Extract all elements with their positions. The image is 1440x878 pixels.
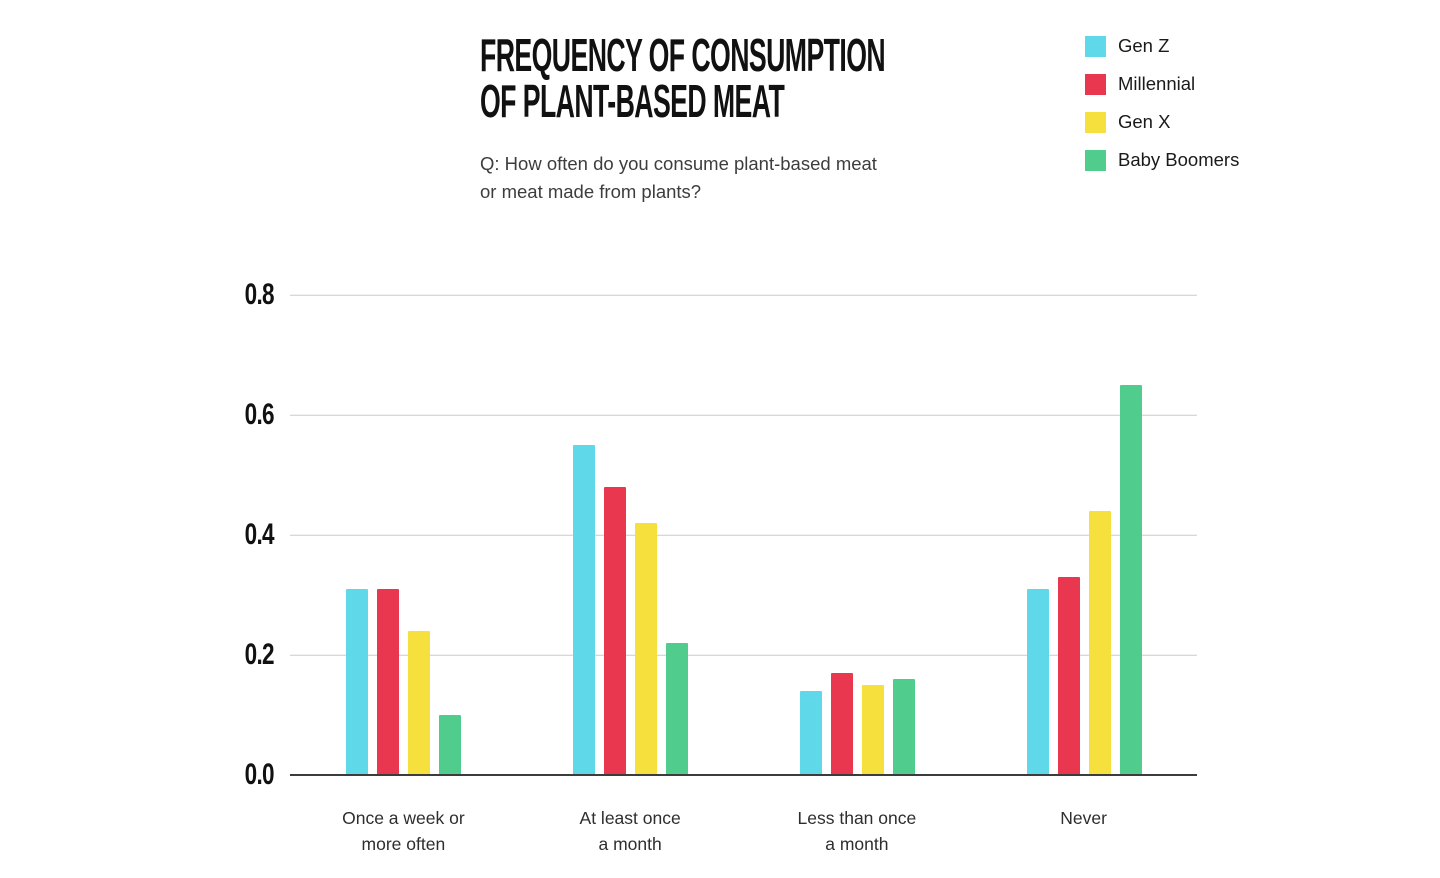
legend-label: Baby Boomers [1118,149,1240,170]
bar-gen-x [861,685,884,775]
x-category-label-line: more often [361,834,446,854]
bar-group-at-least-once-a-month [573,295,689,775]
x-category-label-never: Never [974,805,1194,831]
bar-group-less-than-once-a-month [799,295,915,775]
legend-label: Millennial [1118,73,1196,94]
legend-item-millennial: Millennial [1085,73,1239,95]
chart-subtitle-line1: Q: How often do you consume plant-based … [480,153,877,174]
legend-swatch-gen-z [1085,35,1106,57]
x-category-label-line: At least once [579,808,681,828]
y-tick-label-0.4: 0.4 [244,518,275,551]
x-category-label-at-least-once-a-month: At least once a month [520,805,740,857]
chart-title: FREQUENCY OF CONSUMPTION OF PLANT-BASED … [480,32,1178,124]
legend-swatch-gen-x [1085,111,1106,133]
x-category-label-less-than-once-a-month: Less than once a month [747,805,967,857]
legend-item-gen-x: Gen X [1085,111,1239,133]
chart-title-line2: OF PLANT-BASED MEAT [480,75,785,127]
x-category-label-line: a month [825,834,889,854]
chart-subtitle: Q: How often do you consume plant-based … [480,150,877,206]
bar-millennial [830,673,853,775]
x-axis-line [290,774,1197,776]
bar-millennial [604,487,627,775]
bar-millennial [377,589,400,775]
bar-gen-z [799,691,822,775]
bar-gen-x [408,631,431,775]
bar-group-once-a-week-or-more-often [346,295,462,775]
x-category-label-line: Less than once [797,808,917,828]
legend-item-gen-z: Gen Z [1085,35,1239,57]
bar-baby-boomers [1119,385,1142,775]
y-tick-label-0.6: 0.6 [244,398,275,431]
legend-swatch-millennial [1085,73,1106,95]
bar-gen-x [1088,511,1111,775]
bar-gen-z [1026,589,1049,775]
y-tick-label-0.8: 0.8 [244,278,275,311]
bar-baby-boomers [666,643,689,775]
bar-baby-boomers [892,679,915,775]
chart-title-line1: FREQUENCY OF CONSUMPTION [480,29,886,81]
bar-group-never [1026,295,1142,775]
gridline-0.6 [290,414,1197,416]
x-category-label-line: Never [1060,808,1107,828]
x-category-label-once-a-week-or-more-often: Once a week or more often [293,805,513,857]
legend-label: Gen Z [1118,35,1170,56]
legend: Gen Z Millennial Gen X Baby Boomers [1085,35,1239,171]
y-tick-label-0.0: 0.0 [244,758,275,791]
bar-gen-z [573,445,596,775]
gridline-0.2 [290,654,1197,656]
y-tick-label-0.2: 0.2 [244,638,275,671]
x-category-label-line: a month [598,834,662,854]
plot-area: 0.0 0.2 0.4 0.6 0.8 Once a week or more often A… [245,278,1197,854]
chart-subtitle-line2: or meat made from plants? [480,181,702,202]
legend-label: Gen X [1118,111,1171,132]
legend-item-baby-boomers: Baby Boomers [1085,149,1239,171]
x-category-label-line: Once a week or [342,808,465,828]
bar-millennial [1057,577,1080,775]
bar-gen-z [346,589,369,775]
gridline-0.4 [290,534,1197,536]
bar-gen-x [635,523,658,775]
gridline-0.8 [290,294,1197,296]
bar-baby-boomers [439,715,462,775]
legend-swatch-baby-boomers [1085,149,1106,171]
